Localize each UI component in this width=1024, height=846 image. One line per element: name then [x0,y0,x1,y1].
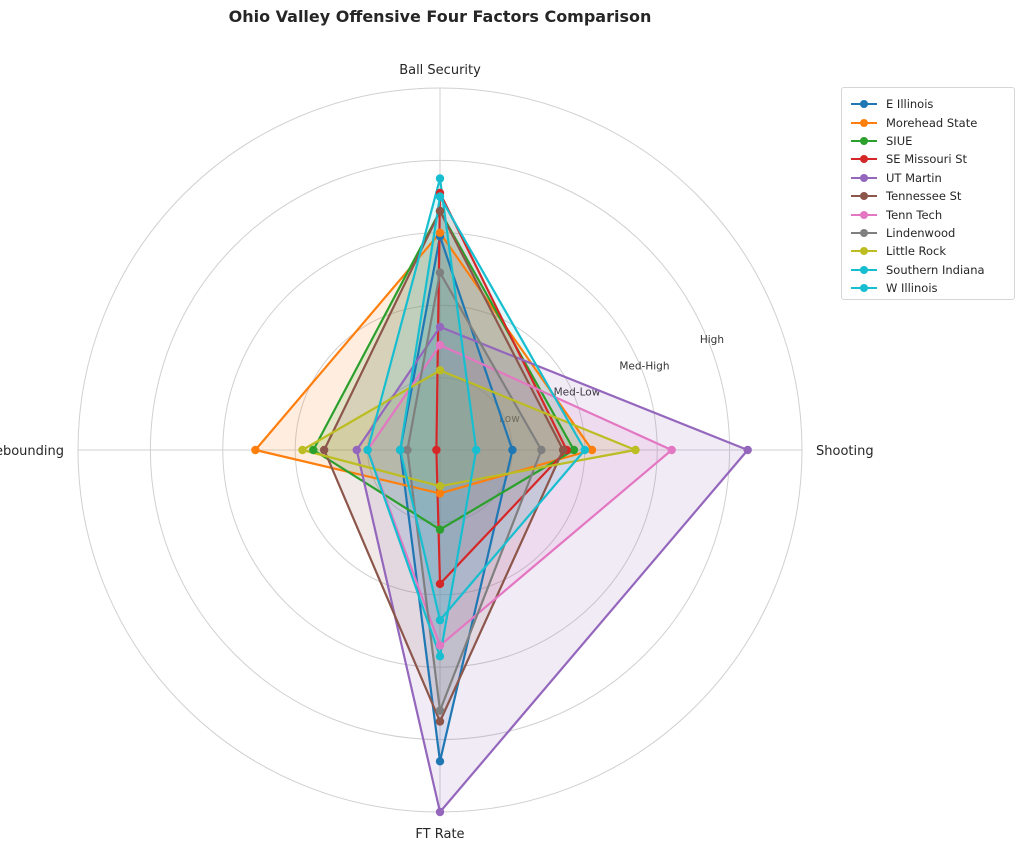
legend-label: SIUE [886,133,913,148]
legend-label: Lindenwood [886,225,956,240]
data-point-southern-indiana [580,445,589,455]
data-point-tennessee-st [558,445,568,455]
axis-labels: Ball Security Shooting FT Rate Off Reboundi… [0,63,874,842]
data-point-morehead-state [587,445,597,455]
data-point-morehead-state [435,489,445,498]
legend-label: Tennessee St [886,189,962,204]
series-fill-southern-indiana [400,196,585,621]
data-point-se-missouri-st [435,579,445,589]
data-point-southern-indiana [435,192,445,201]
legend-label: W Illinois [886,281,938,296]
series-fill-tennessee-st [324,211,564,722]
legend-item: W Illinois [851,279,1014,297]
legend-label: Little Rock [886,244,947,259]
legend-swatch [851,135,877,147]
legend: E Illinois Morehead State SIUE SE Missouri … [841,87,1015,300]
data-point-se-missouri-st [432,445,441,455]
legend-item: Tennessee St [851,187,1014,205]
legend-item: UT Martin [851,169,1014,187]
data-point-tennessee-st [435,206,445,216]
legend-label: SE Missouri St [886,152,968,167]
data-point-tennessee-st [435,717,445,726]
legend-label: Morehead State [886,115,978,130]
legend-swatch [851,117,877,129]
legend-swatch [851,190,877,202]
legend-swatch [851,153,877,165]
data-point-ut-martin [743,445,752,455]
legend-item: SIUE [851,132,1014,150]
ring-label: Med-High [619,360,669,372]
data-point-e-illinois [508,445,517,455]
axis-label-shooting: Shooting [816,444,874,459]
legend-item: Little Rock [851,242,1014,260]
data-point-lindenwood [435,268,445,277]
ring-label: Med-Low [554,387,601,399]
legend-swatch [851,264,877,276]
data-point-siue [435,525,445,534]
legend-item: Morehead State [851,113,1014,131]
legend-swatch [851,227,877,239]
legend-item: SE Missouri St [851,150,1014,168]
axis-label-ft-rate: FT Rate [415,827,464,842]
ring-label: High [700,334,724,346]
series-fill-lindenwood [407,272,542,711]
legend-label: E Illinois [886,97,934,112]
data-point-tennessee-st [319,445,329,455]
data-point-lindenwood [435,706,445,715]
data-point-little-rock [435,366,445,375]
legend-item: Lindenwood [851,224,1014,242]
data-point-w-illinois [363,445,372,455]
ring-label: Low [499,413,520,425]
legend-label: Southern Indiana [886,262,985,277]
legend-swatch [851,282,877,294]
data-point-little-rock [631,445,640,455]
data-point-w-illinois [472,445,481,455]
legend-label: UT Martin [886,170,942,185]
data-point-tenn-tech [667,445,676,455]
chart-title: Ohio Valley Offensive Four Factors Compa… [229,7,652,26]
legend-swatch [851,245,877,257]
data-point-tenn-tech [435,340,445,350]
series-fill-tenn-tech [367,345,672,646]
data-point-w-illinois [435,652,445,661]
data-point-southern-indiana [435,615,445,625]
series-fill-w-illinois [367,178,477,657]
data-point-ut-martin [435,322,445,332]
data-point-e-illinois [435,757,445,766]
data-point-lindenwood [537,445,546,455]
series-fill-little-rock [302,370,636,487]
data-point-morehead-state [435,228,445,237]
data-point-tenn-tech [435,641,445,650]
data-point-siue [569,445,579,455]
legend-item: E Illinois [851,95,1014,113]
legend-swatch [851,98,877,110]
legend-label: Tenn Tech [886,207,943,222]
legend-swatch [851,209,877,221]
data-point-little-rock [298,445,307,455]
data-point-ut-martin [352,445,361,455]
legend-swatch [851,172,877,184]
data-point-ut-martin [435,807,445,817]
legend-item: Tenn Tech [851,205,1014,223]
data-point-siue [309,445,318,455]
axis-label-ball-security: Ball Security [399,63,481,78]
series-points [251,174,752,817]
data-point-little-rock [435,482,445,491]
axis-label-off-rebounding: Off Rebounding [0,444,64,459]
data-point-w-illinois [435,174,445,183]
legend-item: Southern Indiana [851,261,1014,279]
data-point-lindenwood [403,445,412,455]
data-point-morehead-state [251,445,260,455]
data-point-southern-indiana [395,445,405,455]
